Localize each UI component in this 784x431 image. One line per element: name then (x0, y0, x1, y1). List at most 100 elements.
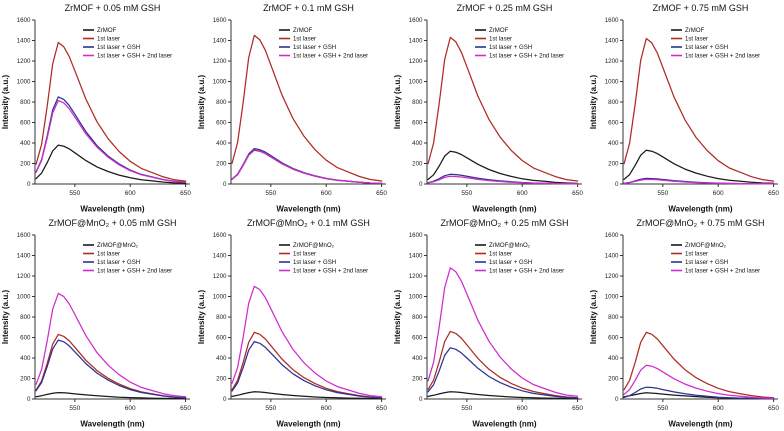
y-tick-label: 1200 (605, 273, 619, 280)
x-tick-label: 550 (657, 405, 668, 412)
x-axis-label: Wavelength (nm) (668, 205, 732, 214)
y-tick-label: 400 (608, 140, 619, 147)
legend-label-zrmof: ZrMOF (685, 27, 705, 34)
y-tick-label: 600 (412, 335, 423, 342)
x-tick-label: 550 (657, 190, 668, 197)
legend-label-zrmof: ZrMOF (97, 27, 117, 34)
y-tick-label: 800 (20, 99, 31, 106)
y-tick-label: 1200 (409, 58, 423, 65)
chart-panel: ZrMOF + 0.1 mM GSH 0 200 400 600 800 1000 1200 1… (197, 3, 387, 214)
legend-label-1st-laser: 1st laser (97, 36, 120, 43)
x-tick-label: 600 (321, 405, 332, 412)
legend-label-zrmof-mno: ZrMOF@MnO₂ (97, 242, 139, 249)
series-line-1st-laser-gsh-2nd-laser (231, 285, 383, 398)
y-tick-label: 200 (412, 376, 423, 383)
y-tick-label: 0 (419, 396, 423, 403)
legend-label-zrmof-mno: ZrMOF@MnO₂ (685, 242, 727, 249)
y-tick-label: 0 (615, 396, 619, 403)
chart-title: ZrMOF@MnO₂ + 0.75 mM GSH (637, 218, 765, 228)
chart-title: ZrMOF + 0.1 mM GSH (263, 3, 354, 13)
x-axis-label: Wavelength (nm) (668, 420, 732, 429)
series-line-1st-laser (35, 41, 187, 182)
y-tick-label: 1200 (605, 58, 619, 65)
series-line-1st-laser (427, 36, 579, 182)
legend-label-zrmof: ZrMOF (293, 27, 313, 34)
y-tick-label: 400 (412, 140, 423, 147)
legend-label-1st-laser-gsh: 1st laser + GSH (97, 44, 140, 51)
y-axis-label: Intensity (a.u.) (589, 75, 598, 130)
y-tick-label: 1600 (17, 17, 31, 24)
x-tick-label: 550 (461, 405, 472, 412)
chart-title: ZrMOF + 0.25 mM GSH (457, 3, 553, 13)
x-tick-label: 600 (125, 190, 136, 197)
x-tick-label: 650 (768, 405, 779, 412)
series-line-1st-laser-gsh-2nd-laser (35, 292, 187, 398)
legend-label-1st-laser-gsh: 1st laser + GSH (685, 44, 728, 51)
y-tick-label: 1200 (213, 58, 227, 65)
y-tick-label: 1400 (17, 253, 31, 260)
legend-label-1st-laser: 1st laser (293, 251, 316, 258)
series-line-1st-laser-gsh-2nd-laser (623, 364, 775, 399)
legend-label-1st-laser-gsh-2nd-laser: 1st laser + GSH + 2nd laser (489, 53, 564, 60)
y-tick-label: 1600 (17, 232, 31, 239)
series-line-zrmof (623, 149, 775, 184)
chart-panel: ZrMOF + 0.75 mM GSH 0 200 400 600 800 1000 1200… (589, 3, 779, 214)
y-tick-label: 200 (608, 376, 619, 383)
legend-label-1st-laser-gsh-2nd-laser: 1st laser + GSH + 2nd laser (293, 53, 368, 60)
chart-title: ZrMOF + 0.75 mM GSH (653, 3, 749, 13)
series-line-1st-laser-gsh-2nd-laser (427, 175, 579, 185)
y-tick-label: 800 (608, 314, 619, 321)
series-line-1st-laser (427, 330, 579, 399)
series-line-zrmof (231, 149, 383, 184)
legend-label-1st-laser-gsh-2nd-laser: 1st laser + GSH + 2nd laser (97, 53, 172, 60)
series-line-1st-laser-gsh (231, 340, 383, 399)
y-tick-label: 400 (20, 355, 31, 362)
legend-label-1st-laser-gsh-2nd-laser: 1st laser + GSH + 2nd laser (293, 268, 368, 275)
y-axis-label: Intensity (a.u.) (393, 290, 402, 345)
y-tick-label: 400 (216, 140, 227, 147)
legend-label-1st-laser-gsh-2nd-laser: 1st laser + GSH + 2nd laser (489, 268, 564, 275)
y-tick-label: 800 (216, 99, 227, 106)
legend-label-1st-laser-gsh: 1st laser + GSH (685, 259, 728, 266)
chart-title: ZrMOF@MnO₂ + 0.1 mM GSH (247, 218, 370, 228)
series-line-1st-laser-gsh (35, 96, 187, 183)
legend-label-1st-laser-gsh: 1st laser + GSH (97, 259, 140, 266)
series-line-1st-laser (623, 37, 775, 182)
x-tick-label: 650 (572, 405, 583, 412)
y-tick-label: 1000 (213, 294, 227, 301)
y-tick-label: 0 (615, 181, 619, 188)
y-tick-label: 0 (223, 396, 227, 403)
y-tick-label: 800 (20, 314, 31, 321)
legend-label-1st-laser-gsh: 1st laser + GSH (489, 259, 532, 266)
y-tick-label: 600 (20, 120, 31, 127)
y-tick-label: 400 (20, 140, 31, 147)
chart-panel: ZrMOF@MnO₂ + 0.25 mM GSH 0 200 400 600 800 100… (393, 218, 583, 429)
y-tick-label: 200 (608, 161, 619, 168)
y-tick-label: 1000 (409, 294, 423, 301)
legend-label-1st-laser-gsh-2nd-laser: 1st laser + GSH + 2nd laser (685, 53, 760, 60)
y-tick-label: 1400 (605, 38, 619, 45)
x-tick-label: 650 (376, 190, 387, 197)
series-line-1st-laser-gsh (427, 347, 579, 399)
legend-label-1st-laser: 1st laser (685, 251, 708, 258)
legend-label-1st-laser-gsh: 1st laser + GSH (293, 259, 336, 266)
legend-label-1st-laser: 1st laser (97, 251, 120, 258)
x-tick-label: 550 (265, 405, 276, 412)
y-tick-label: 600 (20, 335, 31, 342)
series-line-1st-laser-gsh (623, 386, 775, 400)
legend-label-zrmof: ZrMOF (489, 27, 509, 34)
y-tick-label: 1200 (17, 273, 31, 280)
y-axis-label: Intensity (a.u.) (393, 75, 402, 130)
legend-label-zrmof-mno: ZrMOF@MnO₂ (489, 242, 531, 249)
x-axis-label: Wavelength (nm) (472, 205, 536, 214)
x-axis-label: Wavelength (nm) (80, 420, 144, 429)
x-tick-label: 550 (69, 190, 80, 197)
y-tick-label: 0 (27, 181, 31, 188)
series-line-1st-laser-gsh-2nd-laser (35, 99, 187, 184)
legend-label-1st-laser: 1st laser (293, 36, 316, 43)
y-tick-label: 1400 (605, 253, 619, 260)
series-line-1st-laser-gsh (35, 339, 187, 399)
x-tick-label: 600 (125, 405, 136, 412)
y-tick-label: 1400 (17, 38, 31, 45)
